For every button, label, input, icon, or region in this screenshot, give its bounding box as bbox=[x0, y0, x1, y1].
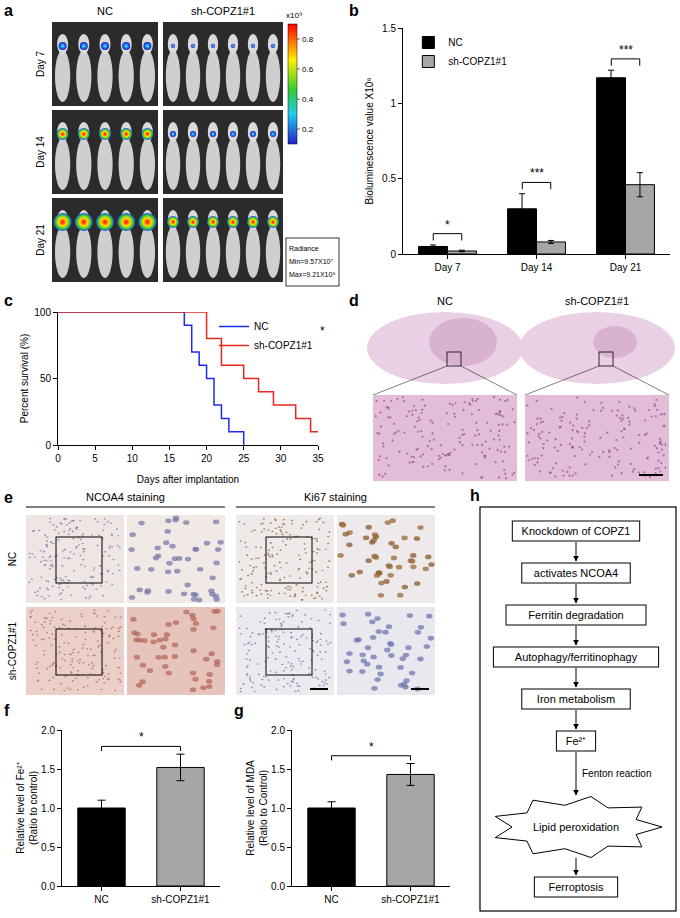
svg-text:2.0: 2.0 bbox=[271, 725, 285, 736]
svg-text:1.0: 1.0 bbox=[41, 803, 55, 814]
svg-text:15: 15 bbox=[164, 453, 176, 464]
svg-text:NCOA4 staining: NCOA4 staining bbox=[86, 491, 165, 503]
svg-text:*: * bbox=[369, 740, 374, 754]
svg-text:e: e bbox=[4, 489, 13, 506]
svg-text:1.5: 1.5 bbox=[271, 764, 285, 775]
svg-text:NC: NC bbox=[97, 5, 113, 17]
svg-text:*: * bbox=[320, 324, 325, 338]
html-text:b: b bbox=[349, 2, 359, 19]
svg-text:30: 30 bbox=[275, 453, 287, 464]
svg-text:Bioluminescence value X10⁹: Bioluminescence value X10⁹ bbox=[364, 77, 375, 204]
svg-text:x10⁹: x10⁹ bbox=[286, 11, 302, 20]
svg-text:Radiance: Radiance bbox=[289, 245, 319, 252]
svg-text:50: 50 bbox=[40, 373, 52, 384]
svg-text:NC: NC bbox=[437, 295, 453, 307]
svg-text:Days after implantation: Days after implantation bbox=[137, 474, 239, 485]
svg-text:100: 100 bbox=[34, 307, 51, 318]
svg-text:0: 0 bbox=[45, 440, 51, 451]
svg-text:Day 14: Day 14 bbox=[521, 262, 553, 273]
svg-text:*: * bbox=[139, 730, 144, 744]
svg-text:0.5: 0.5 bbox=[41, 842, 55, 853]
svg-text:0.8: 0.8 bbox=[302, 35, 314, 44]
html-text:f: f bbox=[4, 702, 10, 719]
svg-text:h: h bbox=[470, 487, 480, 504]
html-text:c: c bbox=[4, 292, 13, 309]
svg-text:Day 7: Day 7 bbox=[434, 262, 461, 273]
svg-text:0.6: 0.6 bbox=[302, 65, 314, 74]
svg-text:Ferritin degradation: Ferritin degradation bbox=[528, 609, 623, 621]
svg-text:0.0: 0.0 bbox=[41, 881, 55, 892]
svg-text:d: d bbox=[349, 292, 359, 309]
svg-text:Day 7: Day 7 bbox=[35, 51, 46, 78]
svg-text:Day 21: Day 21 bbox=[610, 262, 642, 273]
svg-text:Lipid peroxidation: Lipid peroxidation bbox=[533, 821, 619, 833]
svg-text:1: 1 bbox=[390, 98, 396, 109]
svg-text:Day 21: Day 21 bbox=[35, 224, 46, 256]
svg-text:20: 20 bbox=[201, 453, 213, 464]
svg-text:1.5: 1.5 bbox=[382, 23, 396, 34]
svg-text:sh-COPZ1#1: sh-COPZ1#1 bbox=[565, 295, 629, 307]
svg-text:25: 25 bbox=[238, 453, 250, 464]
svg-text:0.4: 0.4 bbox=[302, 95, 314, 104]
svg-text:0.5: 0.5 bbox=[271, 842, 285, 853]
svg-text:0: 0 bbox=[55, 453, 61, 464]
svg-text:Ferroptosis: Ferroptosis bbox=[548, 881, 604, 893]
svg-text:a: a bbox=[4, 2, 13, 19]
svg-text:NC: NC bbox=[254, 321, 268, 332]
svg-text:Knockdown of COPZ1: Knockdown of COPZ1 bbox=[522, 525, 631, 537]
svg-text:NC: NC bbox=[7, 552, 18, 566]
svg-text:Max=9.21X10⁸: Max=9.21X10⁸ bbox=[289, 271, 335, 278]
svg-text:sh-COPZ1#1: sh-COPZ1#1 bbox=[254, 340, 313, 351]
svg-text:5: 5 bbox=[92, 453, 98, 464]
svg-text:sh-COPZ1#1: sh-COPZ1#1 bbox=[191, 5, 255, 17]
svg-text:0: 0 bbox=[390, 249, 396, 260]
svg-text:activates NCOA4: activates NCOA4 bbox=[534, 567, 618, 579]
svg-text:1.5: 1.5 bbox=[41, 764, 55, 775]
svg-text:1.0: 1.0 bbox=[271, 803, 285, 814]
svg-text:NC: NC bbox=[94, 894, 108, 905]
svg-text:Relative level of Fe²⁺(Ratio t: Relative level of Fe²⁺(Ratio to control) bbox=[15, 761, 39, 853]
svg-text:Day 14: Day 14 bbox=[35, 136, 46, 168]
svg-text:sh-COPZ1#1: sh-COPZ1#1 bbox=[448, 56, 507, 67]
svg-text:***: *** bbox=[530, 166, 544, 180]
svg-text:Ki67 staining: Ki67 staining bbox=[304, 491, 367, 503]
svg-text:Autophagy/ferritinophagy: Autophagy/ferritinophagy bbox=[515, 651, 638, 663]
svg-text:Fenton reaction: Fenton reaction bbox=[582, 768, 652, 779]
svg-text:Fe²⁺: Fe²⁺ bbox=[566, 735, 587, 747]
svg-text:0.0: 0.0 bbox=[271, 881, 285, 892]
svg-text:Min=9.57X10⁷: Min=9.57X10⁷ bbox=[289, 258, 333, 265]
svg-text:0.2: 0.2 bbox=[302, 125, 314, 134]
svg-text:sh-COPZ1#1: sh-COPZ1#1 bbox=[7, 621, 18, 680]
svg-text:sh-COPZ1#1: sh-COPZ1#1 bbox=[151, 894, 210, 905]
svg-text:10: 10 bbox=[127, 453, 139, 464]
svg-text:*: * bbox=[445, 218, 450, 232]
svg-text:Percent survival (%): Percent survival (%) bbox=[19, 334, 30, 423]
svg-text:2.0: 2.0 bbox=[41, 725, 55, 736]
svg-text:Iron metabolism: Iron metabolism bbox=[537, 693, 615, 705]
svg-text:***: *** bbox=[619, 43, 633, 57]
svg-text:Relative level of MDA(Ratio to: Relative level of MDA(Ratio to Control) bbox=[245, 760, 269, 856]
svg-text:NC: NC bbox=[448, 37, 462, 48]
svg-text:0.5: 0.5 bbox=[382, 173, 396, 184]
svg-text:sh-COPZ1#1: sh-COPZ1#1 bbox=[381, 894, 440, 905]
svg-text:NC: NC bbox=[324, 894, 338, 905]
html-text:g: g bbox=[234, 702, 244, 719]
svg-text:35: 35 bbox=[312, 453, 324, 464]
